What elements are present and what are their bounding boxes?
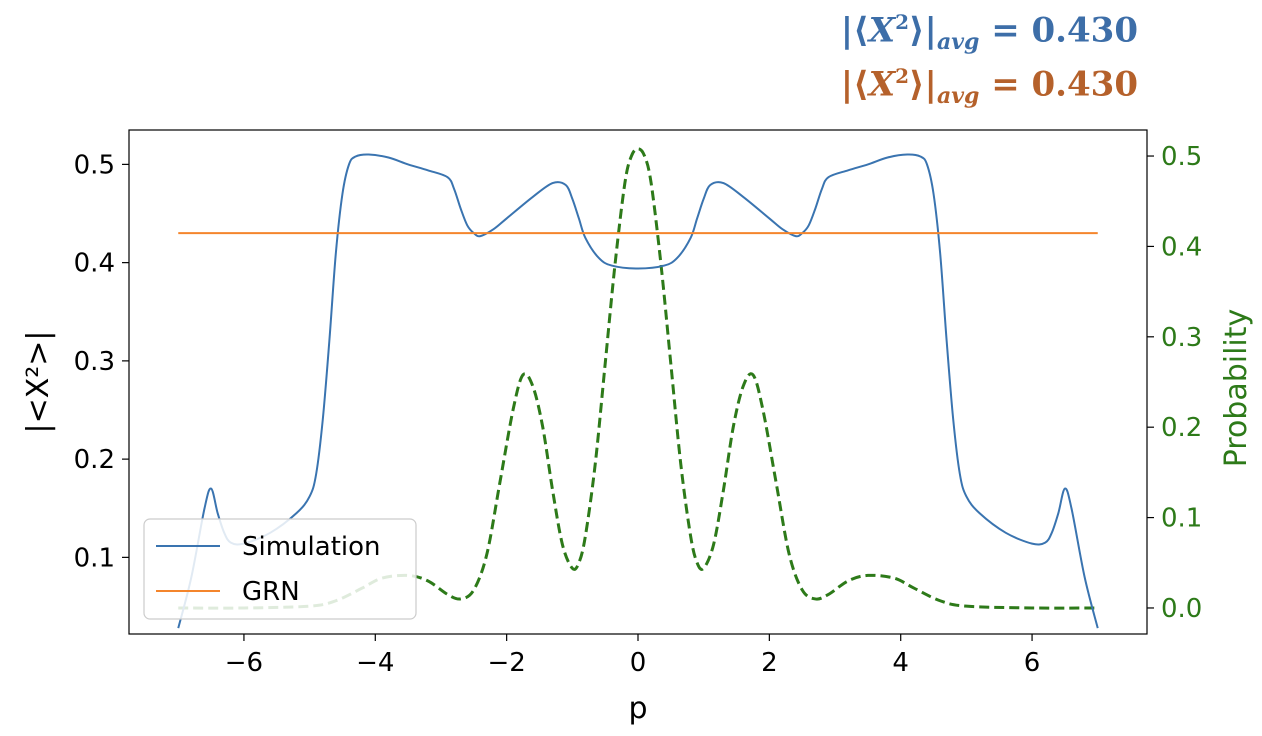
legend-box <box>143 518 417 620</box>
y-tick-label: 0.4 <box>74 249 115 279</box>
y2-tick-label: 0.2 <box>1161 413 1202 443</box>
x-axis: −6 −4 −2 0 2 4 6 <box>225 634 1041 678</box>
y2-tick-label: 0.4 <box>1161 232 1202 262</box>
x-tick-label: 0 <box>630 648 647 678</box>
legend: Simulation GRN <box>143 518 417 620</box>
y-tick-label: 0.5 <box>74 150 115 180</box>
x-axis-title: p <box>628 691 647 726</box>
series-probability <box>178 147 1098 610</box>
y2-axis-title: Probability <box>1219 309 1254 468</box>
y-tick-label: 0.3 <box>74 347 115 377</box>
x-tick-label: 2 <box>761 648 778 678</box>
y2-tick-label: 0.5 <box>1161 142 1202 172</box>
legend-label-grn: GRN <box>242 577 300 607</box>
x-tick-label: 4 <box>892 648 909 678</box>
series-simulation <box>177 153 1099 629</box>
x-tick-label: −6 <box>225 648 263 678</box>
x-tick-label: −2 <box>487 648 525 678</box>
y-tick-label: 0.2 <box>74 445 115 475</box>
y2-tick-label: 0.3 <box>1161 323 1202 353</box>
y-tick-label: 0.1 <box>74 543 115 573</box>
x-tick-label: 6 <box>1024 648 1041 678</box>
y-axis-left: 0.1 0.2 0.3 0.4 0.5 <box>74 150 129 573</box>
x-tick-label: −4 <box>356 648 394 678</box>
y2-tick-label: 0.1 <box>1161 504 1202 534</box>
avg-annotation-grn: |⟨X2⟩|avg = 0.430 <box>840 64 1138 110</box>
y2-tick-label: 0.0 <box>1161 594 1202 624</box>
y-axis-right: 0.0 0.1 0.2 0.3 0.4 0.5 <box>1147 142 1202 624</box>
series-layer <box>177 147 1099 629</box>
y-axis-title: |<X²>| <box>21 330 56 433</box>
avg-annotation-simulation: |⟨X2⟩|avg = 0.430 <box>840 10 1138 56</box>
legend-label-simulation: Simulation <box>242 532 381 562</box>
